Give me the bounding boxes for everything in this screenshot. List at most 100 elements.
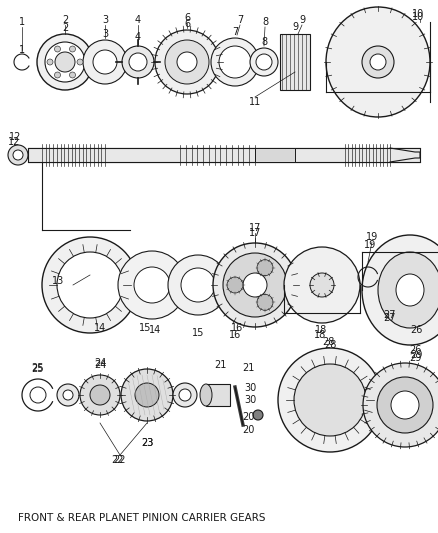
Ellipse shape — [155, 30, 219, 94]
Text: 26: 26 — [409, 345, 421, 355]
Circle shape — [227, 277, 243, 293]
Ellipse shape — [45, 42, 85, 82]
Text: 15: 15 — [192, 328, 204, 338]
Ellipse shape — [42, 237, 138, 333]
Ellipse shape — [378, 252, 438, 328]
Text: 18: 18 — [314, 330, 326, 340]
Text: 14: 14 — [94, 323, 106, 333]
Text: 9: 9 — [299, 15, 305, 25]
Ellipse shape — [396, 274, 424, 306]
Text: 22: 22 — [114, 455, 126, 465]
Text: 21: 21 — [214, 360, 226, 370]
Circle shape — [257, 260, 273, 276]
Text: 21: 21 — [242, 363, 254, 373]
Text: 6: 6 — [184, 13, 190, 23]
Ellipse shape — [122, 46, 154, 78]
Ellipse shape — [93, 50, 117, 74]
Ellipse shape — [200, 384, 212, 406]
Circle shape — [257, 294, 273, 310]
Bar — [280, 34, 310, 90]
Text: 29: 29 — [409, 353, 421, 363]
Circle shape — [54, 72, 60, 78]
Text: 28: 28 — [322, 337, 334, 347]
Circle shape — [370, 54, 386, 70]
Circle shape — [70, 72, 75, 78]
Text: 14: 14 — [149, 325, 161, 335]
Text: 4: 4 — [135, 15, 141, 25]
Text: 26: 26 — [410, 325, 422, 335]
Text: 22: 22 — [112, 455, 124, 465]
Circle shape — [54, 46, 60, 52]
Text: 2: 2 — [62, 15, 68, 25]
Ellipse shape — [213, 243, 297, 327]
Text: 11: 11 — [249, 97, 261, 107]
Circle shape — [30, 387, 46, 403]
Ellipse shape — [371, 279, 399, 307]
Ellipse shape — [219, 46, 251, 78]
Text: 3: 3 — [102, 29, 108, 39]
Ellipse shape — [177, 52, 197, 72]
Text: 7: 7 — [237, 15, 243, 25]
Ellipse shape — [134, 267, 170, 303]
Text: 1: 1 — [19, 45, 25, 55]
Ellipse shape — [294, 364, 366, 436]
Ellipse shape — [37, 34, 93, 90]
Text: 6: 6 — [184, 19, 190, 29]
Ellipse shape — [256, 54, 272, 70]
Ellipse shape — [211, 38, 259, 86]
Circle shape — [70, 46, 75, 52]
Ellipse shape — [310, 273, 334, 297]
Ellipse shape — [118, 251, 186, 319]
Ellipse shape — [168, 255, 228, 315]
Text: 13: 13 — [52, 276, 64, 286]
Text: 12: 12 — [8, 137, 20, 147]
Text: 27: 27 — [384, 310, 396, 320]
Text: 16: 16 — [231, 323, 243, 333]
Ellipse shape — [278, 348, 382, 452]
Text: 30: 30 — [244, 383, 256, 393]
Text: 2: 2 — [62, 23, 68, 33]
Circle shape — [47, 59, 53, 65]
Ellipse shape — [90, 385, 110, 405]
Ellipse shape — [377, 377, 433, 433]
Text: 17: 17 — [249, 228, 261, 238]
Ellipse shape — [250, 48, 278, 76]
Text: FRONT & REAR PLANET PINION CARRIER GEARS: FRONT & REAR PLANET PINION CARRIER GEARS — [18, 513, 265, 523]
Text: 17: 17 — [249, 223, 261, 233]
Ellipse shape — [284, 247, 360, 323]
Text: 8: 8 — [262, 17, 268, 27]
Circle shape — [57, 384, 79, 406]
Text: 29: 29 — [410, 350, 422, 360]
Text: 24: 24 — [94, 358, 106, 368]
Text: 20: 20 — [242, 425, 254, 435]
Text: 23: 23 — [141, 438, 153, 448]
Text: 25: 25 — [32, 363, 44, 373]
Circle shape — [77, 59, 83, 65]
Ellipse shape — [57, 252, 123, 318]
Circle shape — [63, 390, 73, 400]
Text: 7: 7 — [232, 27, 238, 37]
Bar — [28, 148, 420, 162]
Text: 18: 18 — [315, 325, 327, 335]
Ellipse shape — [121, 369, 173, 421]
Text: 24: 24 — [94, 360, 106, 370]
Text: 3: 3 — [102, 15, 108, 25]
Text: 30: 30 — [244, 395, 256, 405]
Text: 12: 12 — [9, 132, 21, 142]
Ellipse shape — [83, 40, 127, 84]
Text: 10: 10 — [412, 9, 424, 19]
Ellipse shape — [181, 268, 215, 302]
Ellipse shape — [326, 7, 430, 117]
Text: 23: 23 — [141, 438, 153, 448]
Ellipse shape — [223, 253, 287, 317]
Text: 15: 15 — [139, 323, 151, 333]
Circle shape — [179, 389, 191, 401]
Text: 19: 19 — [364, 240, 376, 250]
Bar — [255, 148, 295, 162]
Ellipse shape — [243, 273, 267, 297]
Ellipse shape — [129, 53, 147, 71]
Text: 28: 28 — [324, 340, 336, 350]
Circle shape — [13, 150, 23, 160]
Ellipse shape — [362, 235, 438, 345]
Text: 1: 1 — [19, 17, 25, 27]
